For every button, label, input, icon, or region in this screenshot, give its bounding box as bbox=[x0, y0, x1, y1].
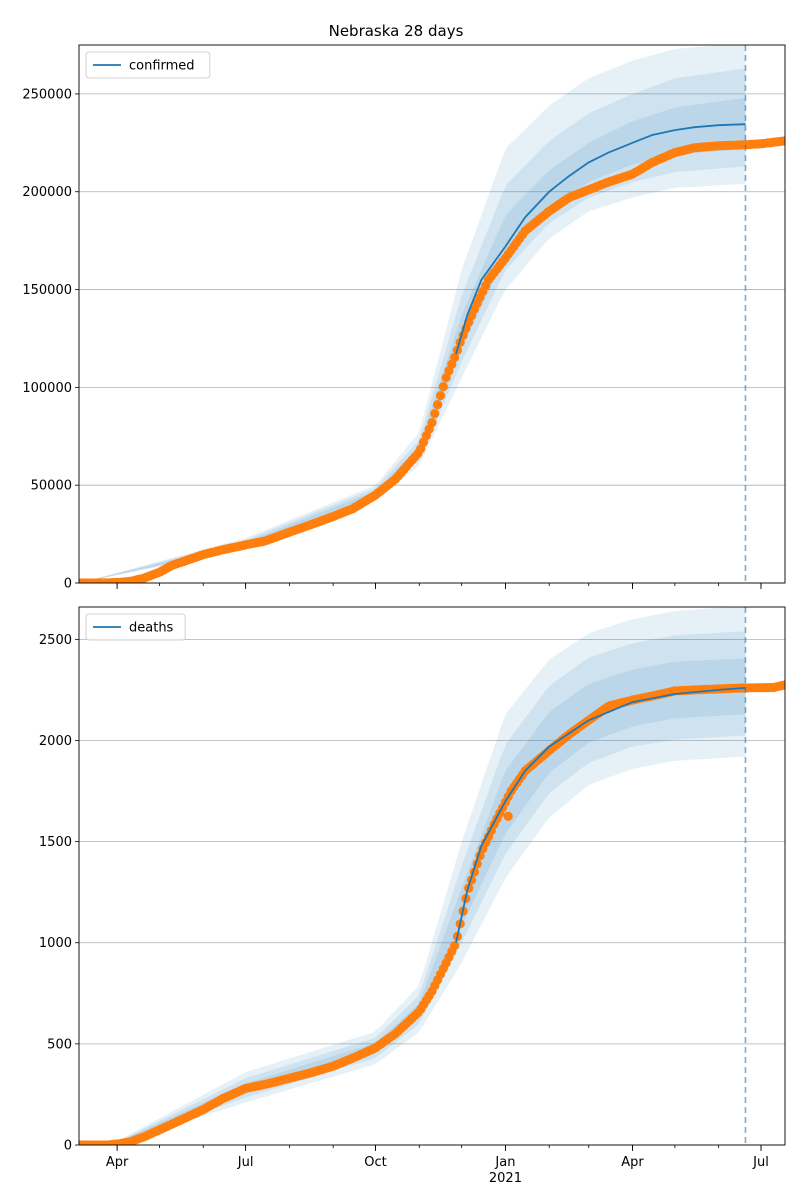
observed-point bbox=[780, 136, 785, 146]
xtick-label: Jul bbox=[752, 1155, 769, 1170]
ytick-label: 1500 bbox=[39, 835, 72, 850]
axes-frame bbox=[78, 606, 786, 1146]
ytick-label: 0 bbox=[64, 1139, 72, 1154]
ytick-label: 2000 bbox=[39, 734, 72, 749]
uncertainty-band-1 bbox=[79, 45, 746, 583]
xtick-label: Oct bbox=[364, 1155, 386, 1170]
uncertainty-band-3 bbox=[79, 658, 746, 1145]
observed-point bbox=[450, 352, 460, 363]
plot-area bbox=[79, 607, 785, 1145]
observed-point bbox=[438, 382, 448, 392]
axes-frame bbox=[78, 44, 786, 584]
observed-point bbox=[430, 409, 440, 419]
legend-box bbox=[85, 613, 186, 641]
ytick-label: 250000 bbox=[22, 87, 72, 102]
observed-point bbox=[450, 941, 460, 951]
ytick-label: 100000 bbox=[22, 381, 72, 396]
legend-label: deaths bbox=[129, 621, 174, 636]
uncertainty-band-1 bbox=[79, 607, 746, 1145]
observed-point bbox=[503, 811, 513, 821]
forecast-median-line bbox=[455, 687, 746, 943]
xtick-label: Jul bbox=[237, 1155, 254, 1170]
forecast-median-line bbox=[455, 123, 746, 355]
plot-area bbox=[79, 45, 785, 583]
xtick-label: Jan bbox=[494, 1155, 515, 1170]
xtick-label: Apr bbox=[106, 1155, 129, 1170]
ytick-label: 0 bbox=[64, 577, 72, 592]
legend-box bbox=[85, 51, 211, 79]
uncertainty-band-3 bbox=[79, 97, 746, 583]
panel-bottom: 0 500 1000 1500 2000 2500 deaths bbox=[39, 606, 786, 1154]
uncertainty-band-2 bbox=[79, 631, 746, 1145]
xtick-year-label: 2021 bbox=[489, 1171, 522, 1186]
observed-point bbox=[433, 400, 443, 410]
legend: confirmed bbox=[85, 51, 211, 79]
ytick-label: 1000 bbox=[39, 936, 72, 951]
observed-point bbox=[780, 680, 785, 690]
panel-top: 0 50000 100000 150000 200000 250000 confirmed bbox=[22, 44, 786, 592]
chart-title: Nebraska 28 days bbox=[329, 22, 464, 40]
ytick-label: 50000 bbox=[31, 479, 72, 494]
legend-label: confirmed bbox=[129, 59, 195, 74]
legend: deaths bbox=[85, 613, 186, 641]
observed-point bbox=[435, 391, 446, 401]
ytick-label: 500 bbox=[47, 1037, 72, 1052]
xtick-label: Apr bbox=[621, 1155, 644, 1170]
observed-point bbox=[427, 418, 437, 428]
ytick-label: 150000 bbox=[22, 283, 72, 298]
ytick-label: 200000 bbox=[22, 185, 72, 200]
ytick-label: 2500 bbox=[39, 633, 72, 648]
